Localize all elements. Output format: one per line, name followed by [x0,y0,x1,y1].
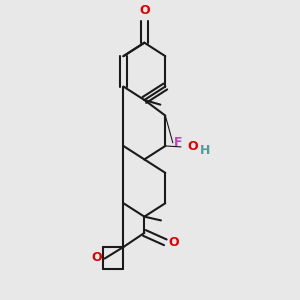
Text: O: O [139,4,150,17]
Text: H: H [200,143,211,157]
Text: O: O [92,251,102,264]
Text: O: O [187,140,198,153]
Text: F: F [174,136,183,149]
Text: O: O [169,236,179,249]
